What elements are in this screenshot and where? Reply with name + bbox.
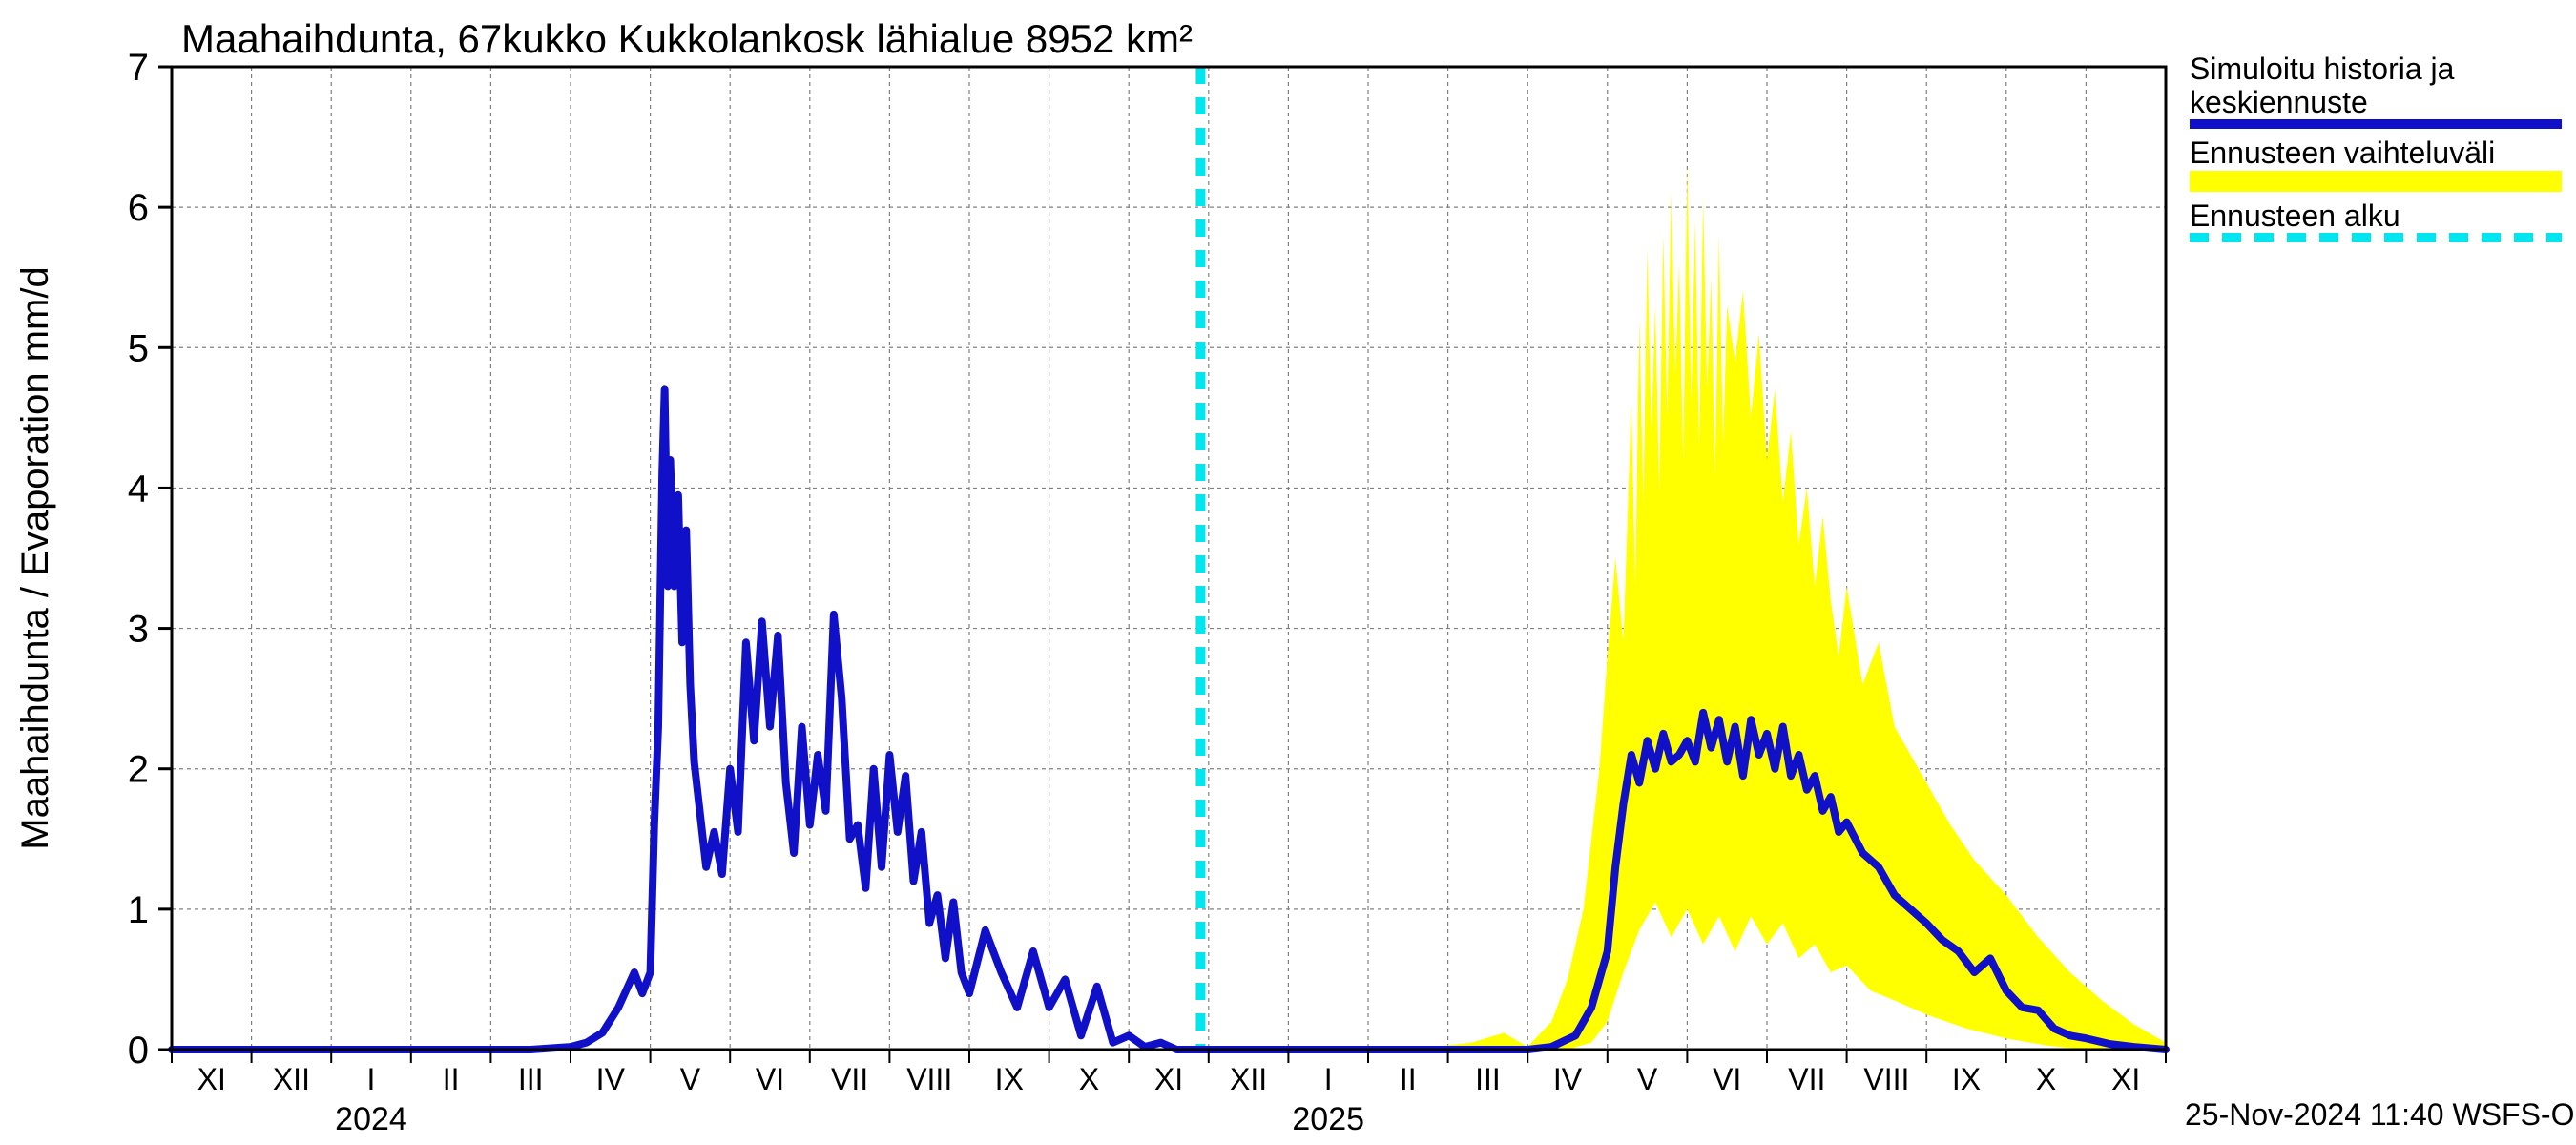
xtick-label: XI bbox=[1154, 1062, 1183, 1096]
ytick-label: 6 bbox=[128, 187, 149, 229]
historical-line bbox=[172, 389, 1200, 1050]
ytick-label: 1 bbox=[128, 889, 149, 931]
xtick-label: IX bbox=[1952, 1062, 1981, 1096]
ytick-label: 7 bbox=[128, 47, 149, 89]
xtick-label: VIII bbox=[1863, 1062, 1909, 1096]
xtick-label: II bbox=[443, 1062, 460, 1096]
legend-swatch-dash bbox=[2190, 233, 2562, 242]
year-label: 2024 bbox=[335, 1101, 407, 1137]
legend-label: Ennusteen alku bbox=[2190, 199, 2562, 233]
forecast-band bbox=[1200, 165, 2166, 1050]
xtick-label: VI bbox=[1713, 1062, 1741, 1096]
xtick-label: VIII bbox=[906, 1062, 952, 1096]
xtick-label: X bbox=[1079, 1062, 1099, 1096]
ytick-label: 5 bbox=[128, 327, 149, 369]
legend-item: Ennusteen alku bbox=[2190, 199, 2562, 242]
y-axis-label: Maahaihdunta / Evaporation mm/d bbox=[14, 266, 56, 849]
xtick-label: IV bbox=[596, 1062, 626, 1096]
year-label: 2025 bbox=[1292, 1101, 1364, 1137]
legend-item: Ennusteen vaihteluväli bbox=[2190, 136, 2562, 191]
xtick-label: XI bbox=[197, 1062, 226, 1096]
xtick-label: IV bbox=[1553, 1062, 1583, 1096]
xtick-label: V bbox=[1637, 1062, 1658, 1096]
xtick-label: VII bbox=[1788, 1062, 1825, 1096]
xtick-label: XII bbox=[1230, 1062, 1267, 1096]
xtick-label: X bbox=[2036, 1062, 2056, 1096]
xtick-label: III bbox=[1475, 1062, 1501, 1096]
legend-item: Simuloitu historia jakeskiennuste bbox=[2190, 52, 2562, 129]
xtick-label: I bbox=[1324, 1062, 1333, 1096]
ytick-label: 0 bbox=[128, 1030, 149, 1072]
xtick-label: VII bbox=[831, 1062, 868, 1096]
xtick-label: XI bbox=[2111, 1062, 2140, 1096]
chart-title: Maahaihdunta, 67kukko Kukkolankosk lähia… bbox=[181, 16, 1193, 61]
legend: Simuloitu historia jakeskiennuste Ennuste… bbox=[2190, 52, 2562, 250]
xtick-label: I bbox=[367, 1062, 376, 1096]
chart-container: 01234567XIXIIIIIIIIIVVVIVIIVIIIIXXXIXIII… bbox=[0, 0, 2576, 1145]
legend-label: keskiennuste bbox=[2190, 86, 2562, 119]
legend-label: Ennusteen vaihteluväli bbox=[2190, 136, 2562, 170]
xtick-label: II bbox=[1400, 1062, 1417, 1096]
legend-swatch-line bbox=[2190, 119, 2562, 129]
footer-timestamp: 25-Nov-2024 11:40 WSFS-O bbox=[2185, 1097, 2574, 1133]
xtick-label: III bbox=[518, 1062, 544, 1096]
xtick-label: VI bbox=[756, 1062, 784, 1096]
legend-swatch-area bbox=[2190, 171, 2562, 192]
xtick-label: XII bbox=[273, 1062, 310, 1096]
xtick-label: V bbox=[680, 1062, 701, 1096]
xtick-label: IX bbox=[995, 1062, 1024, 1096]
ytick-label: 4 bbox=[128, 468, 149, 510]
ytick-label: 2 bbox=[128, 749, 149, 791]
legend-label: Simuloitu historia ja bbox=[2190, 52, 2562, 86]
ytick-label: 3 bbox=[128, 609, 149, 651]
